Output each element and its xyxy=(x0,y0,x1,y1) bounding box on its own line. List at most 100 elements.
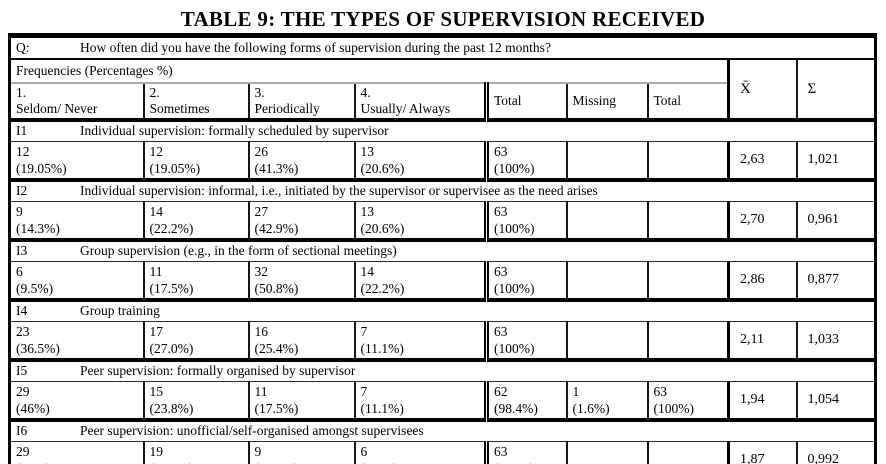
supervision-table: Q: How often did you have the following f… xyxy=(8,33,878,464)
missing-cell xyxy=(565,201,649,241)
scale-header-row: 1. Seldom/ Never 2. Sometimes 3. Periodi… xyxy=(8,82,876,122)
percent-value: (23.8%) xyxy=(149,401,194,416)
seldom-never-cell: 23 (36.5%) xyxy=(8,321,145,361)
section-label-cell: I6 Peer supervision: unofficial/self-orga… xyxy=(8,418,877,442)
section-description: Peer supervision: formally organised by … xyxy=(80,363,356,378)
sometimes-cell: 14 (22.2%) xyxy=(142,201,250,241)
percent-value: (27.0%) xyxy=(149,341,194,356)
section-description: Individual supervision: informal, i.e., … xyxy=(80,183,598,198)
section-code: I5 xyxy=(16,363,28,378)
percent-value: (100%) xyxy=(494,161,535,176)
seldom-never-cell: 29 (46%) xyxy=(8,381,145,421)
grand-total-cell xyxy=(646,441,730,464)
percent-value: (50.8%) xyxy=(254,281,299,296)
section-code: I4 xyxy=(16,303,28,318)
sigma-cell: 1,054 xyxy=(795,381,877,421)
percent-value: (100%) xyxy=(653,401,695,416)
count-value: 7 xyxy=(360,384,368,399)
count-value: 6 xyxy=(360,444,368,459)
percent-value: (25.4%) xyxy=(254,341,299,356)
percent-value: (36.5%) xyxy=(16,341,60,356)
count-value: 17 xyxy=(149,324,164,339)
percent-value: (9.5%) xyxy=(16,281,54,296)
total-cell: 62 (98.4%) xyxy=(484,381,568,421)
periodically-cell: 11 (17.5%) xyxy=(247,381,356,421)
seldom-never-cell: 12 (19.05%) xyxy=(8,141,145,181)
percent-value: (22.2%) xyxy=(149,221,194,236)
total-cell: 63 (100%) xyxy=(484,441,568,464)
missing-cell xyxy=(565,141,649,181)
section-code: I3 xyxy=(16,243,28,258)
missing-cell xyxy=(565,261,649,301)
section-label-row: I4 Group training xyxy=(8,298,877,322)
scale-number: 2. xyxy=(149,85,160,100)
count-value: 19 xyxy=(149,444,164,459)
section-label-cell: I3 Group supervision (e.g., in the form o… xyxy=(8,238,877,262)
section-code: I2 xyxy=(16,183,28,198)
frequencies-cell: Frequencies (Percentages %) xyxy=(8,58,730,84)
percent-value: (19.05%) xyxy=(16,161,67,176)
count-value: 13 xyxy=(360,144,375,159)
grand-total-cell xyxy=(646,261,730,301)
percent-value: (22.2%) xyxy=(360,281,405,296)
periodically-cell: 32 (50.8%) xyxy=(247,261,356,301)
usually-always-cell: 13 (20.6%) xyxy=(353,141,489,181)
percent-value: (19.05%) xyxy=(149,161,201,176)
scale-label: Periodically xyxy=(254,101,320,116)
percent-value xyxy=(573,264,642,265)
percent-value: (100%) xyxy=(494,221,535,236)
count-value: 63 xyxy=(494,144,508,159)
section-data-row: 23 (36.5%) 17 (27.0%) 16 (25.4%) 7 (11.1… xyxy=(8,321,877,361)
mean-cell: 2,63 xyxy=(727,141,798,181)
section-code: I6 xyxy=(16,423,28,438)
sometimes-cell: 19 (30.2%) xyxy=(142,441,250,464)
mean-cell: 1,94 xyxy=(727,381,798,421)
count-value: 63 xyxy=(653,384,668,399)
percent-value: (100%) xyxy=(494,281,535,296)
percent-value: (20.6%) xyxy=(360,221,405,236)
percent-value: (11.1%) xyxy=(360,341,404,356)
percent-value: (11.1%) xyxy=(360,401,404,416)
percent-value xyxy=(654,204,723,205)
count-value: 16 xyxy=(254,324,269,339)
periodically-cell: 16 (25.4%) xyxy=(247,321,356,361)
scale-header-cell-sometimes: 2. Sometimes xyxy=(142,82,250,122)
sometimes-cell: 12 (19.05%) xyxy=(142,141,250,181)
section-label-cell: I4 Group training xyxy=(8,298,877,322)
count-value: 15 xyxy=(149,384,164,399)
percent-value: (46%) xyxy=(16,401,50,416)
percent-value xyxy=(573,144,642,145)
percent-value xyxy=(573,324,642,325)
scale-label: Sometimes xyxy=(149,101,210,116)
sometimes-cell: 11 (17.5%) xyxy=(142,261,250,301)
sometimes-cell: 15 (23.8%) xyxy=(142,381,250,421)
missing-cell xyxy=(565,321,649,361)
usually-always-cell: 7 (11.1%) xyxy=(353,321,489,361)
question-cell: Q: How often did you have the following f… xyxy=(8,34,877,60)
count-value: 63 xyxy=(494,444,508,459)
section-data-row: 12 (19.05%) 12 (19.05%) 26 (41.3%) 13 (2… xyxy=(8,141,877,181)
count-value: 6 xyxy=(16,264,23,279)
section-data-row: 9 (14.3%) 14 (22.2%) 27 (42.9%) 13 (20.6… xyxy=(8,201,877,241)
seldom-never-cell: 6 (9.5%) xyxy=(8,261,145,301)
question-row: Q: How often did you have the following f… xyxy=(8,34,877,60)
table-sections: I1 Individual supervision: formally sched… xyxy=(8,118,877,464)
usually-always-cell: 14 (22.2%) xyxy=(353,261,489,301)
count-value: 12 xyxy=(149,144,164,159)
seldom-never-cell: 9 (14.3%) xyxy=(8,201,145,241)
usually-always-cell: 7 (11.1%) xyxy=(353,381,489,421)
mean-cell: 1,87 xyxy=(727,441,798,464)
percent-value: (14.3%) xyxy=(16,221,60,236)
sigma-cell: 1,033 xyxy=(795,321,877,361)
section-description: Group training xyxy=(80,303,160,318)
section-label-row: I1 Individual supervision: formally sched… xyxy=(8,118,877,142)
percent-value: (17.5%) xyxy=(254,401,299,416)
scale-label: Usually/ Always xyxy=(360,101,451,116)
section-label-row: I3 Group supervision (e.g., in the form o… xyxy=(8,238,877,262)
periodically-cell: 26 (41.3%) xyxy=(247,141,356,181)
grand-total-header-cell: Total xyxy=(646,82,730,122)
section-data-row: 29 (46%) 19 (30.2%) 9 (14.3%) 6 (9.5%) 6… xyxy=(8,441,877,464)
usually-always-cell: 13 (20.6%) xyxy=(353,201,489,241)
table-title: TABLE 9: THE TYPES OF SUPERVISION RECEIV… xyxy=(180,7,706,31)
count-value: 29 xyxy=(16,384,30,399)
